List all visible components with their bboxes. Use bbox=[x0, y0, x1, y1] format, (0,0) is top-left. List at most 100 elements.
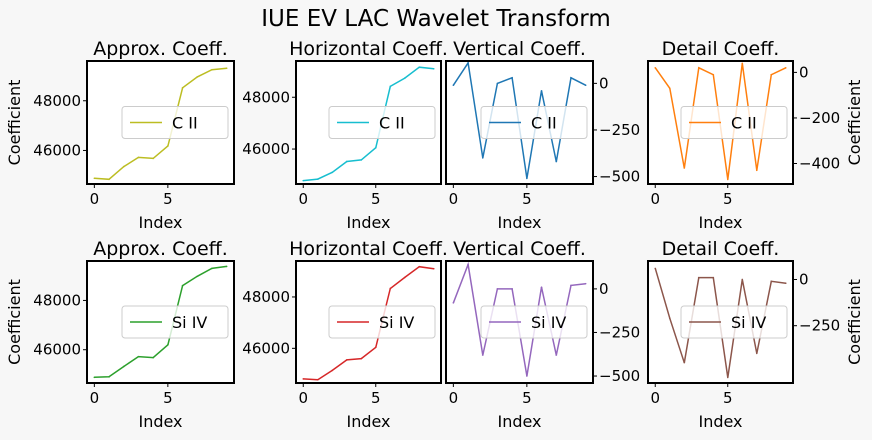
subplot-4: Detail Coeff. 0 5 Index −400 −200 0 Coefficient… bbox=[647, 38, 864, 232]
data-point bbox=[526, 177, 528, 180]
y-tick-label: 0 bbox=[599, 74, 609, 92]
x-tick-label: 5 bbox=[371, 389, 381, 407]
subplot-7: Vertical Coeff. 0 5 Index −500 −250 0 Si IV bbox=[445, 238, 640, 431]
subplot-1: Approx. Coeff. 0 5 Index 46000 48000 Coefficie… bbox=[5, 38, 235, 232]
subplot-3: Vertical Coeff. 0 5 Index −500 −250 0 C II bbox=[445, 38, 640, 232]
axes-frame bbox=[647, 60, 794, 185]
data-point bbox=[122, 365, 125, 368]
data-point bbox=[152, 157, 154, 160]
subplot-2: Horizontal Coeff. 0 5 Index 46000 48000 C II bbox=[242, 38, 448, 232]
data-point bbox=[784, 282, 787, 284]
data-point bbox=[496, 82, 499, 85]
data-point bbox=[555, 160, 558, 163]
legend: C II bbox=[680, 106, 788, 139]
data-point bbox=[167, 343, 169, 346]
legend-box bbox=[480, 106, 588, 139]
data-point bbox=[432, 67, 435, 70]
data-point bbox=[697, 276, 700, 279]
data-point bbox=[668, 317, 671, 320]
data-point bbox=[331, 171, 334, 174]
x-tick-label: 0 bbox=[449, 190, 459, 208]
data-point bbox=[654, 267, 657, 270]
data-point bbox=[345, 359, 348, 361]
x-tick-label: 0 bbox=[90, 190, 100, 208]
data-point bbox=[316, 378, 319, 381]
legend: Si IV bbox=[480, 305, 588, 339]
legend-box bbox=[328, 305, 436, 339]
data-point bbox=[741, 62, 744, 65]
data-point bbox=[225, 67, 228, 70]
x-tick-label: 5 bbox=[163, 190, 173, 208]
legend-label: C II bbox=[379, 114, 405, 133]
series-line bbox=[94, 265, 227, 379]
subplot-title: Vertical Coeff. bbox=[453, 238, 586, 260]
x-axis-label: Index bbox=[698, 213, 742, 232]
data-point bbox=[196, 275, 199, 278]
y-tick-label: 0 bbox=[799, 63, 809, 81]
x-axis-label: Index bbox=[497, 412, 541, 431]
data-point bbox=[196, 76, 199, 78]
subplot-title: Vertical Coeff. bbox=[453, 38, 586, 60]
data-point bbox=[570, 76, 572, 79]
data-point bbox=[555, 354, 558, 356]
y-tick-label: 46000 bbox=[242, 140, 290, 158]
legend-label: C II bbox=[172, 114, 198, 133]
data-point bbox=[511, 76, 513, 79]
data-point bbox=[181, 284, 184, 287]
axes-frame bbox=[445, 60, 594, 185]
subplot-title: Detail Coeff. bbox=[662, 238, 780, 260]
legend: Si IV bbox=[680, 305, 788, 339]
data-point bbox=[770, 73, 773, 76]
subplot-title: Detail Coeff. bbox=[662, 38, 780, 60]
data-point bbox=[374, 346, 377, 349]
legend: Si IV bbox=[328, 305, 436, 339]
y-tick-label: 46000 bbox=[33, 141, 81, 159]
legend-box bbox=[680, 106, 788, 139]
data-point bbox=[784, 67, 787, 69]
data-point bbox=[668, 87, 671, 90]
data-point bbox=[683, 361, 686, 364]
legend: Si IV bbox=[121, 305, 229, 339]
data-point bbox=[374, 146, 377, 149]
x-tick-label: 0 bbox=[650, 190, 660, 208]
series-line bbox=[303, 66, 434, 182]
data-point bbox=[316, 178, 319, 180]
axes-frame bbox=[295, 260, 442, 384]
data-point bbox=[211, 68, 213, 71]
data-point bbox=[584, 84, 587, 87]
data-point bbox=[403, 77, 406, 79]
data-point bbox=[467, 263, 469, 266]
x-tick-label: 0 bbox=[650, 389, 660, 407]
legend-label: C II bbox=[731, 114, 757, 133]
data-point bbox=[108, 178, 110, 181]
data-point bbox=[452, 84, 455, 87]
data-point bbox=[93, 177, 96, 180]
x-tick-label: 5 bbox=[723, 389, 733, 407]
axes-frame bbox=[445, 260, 594, 384]
data-point bbox=[345, 160, 348, 163]
legend-label: Si IV bbox=[379, 313, 414, 332]
y-tick-label: 48000 bbox=[33, 92, 81, 110]
subplot-title: Approx. Coeff. bbox=[93, 38, 228, 60]
subplot-title: Horizontal Coeff. bbox=[289, 38, 448, 60]
data-point bbox=[467, 62, 469, 64]
x-axis-label: Index bbox=[346, 213, 390, 232]
legend-box bbox=[328, 106, 436, 139]
x-tick-label: 5 bbox=[522, 190, 532, 208]
data-point bbox=[418, 265, 421, 268]
legend-label: Si IV bbox=[731, 313, 766, 332]
data-point bbox=[755, 352, 758, 355]
x-tick-label: 5 bbox=[163, 389, 173, 407]
data-point bbox=[93, 376, 96, 379]
series-line bbox=[94, 67, 227, 181]
data-point bbox=[511, 288, 513, 290]
y-tick-label: −500 bbox=[599, 168, 640, 186]
data-point bbox=[181, 87, 184, 89]
data-point bbox=[360, 159, 363, 161]
data-point bbox=[697, 67, 700, 69]
data-point bbox=[683, 167, 686, 169]
axes-frame bbox=[86, 60, 235, 185]
data-point bbox=[137, 355, 140, 358]
x-tick-label: 5 bbox=[723, 190, 733, 208]
data-point bbox=[389, 85, 392, 88]
